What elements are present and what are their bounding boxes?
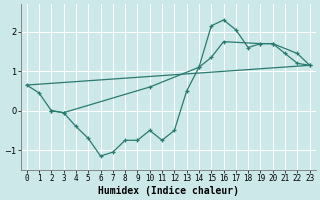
X-axis label: Humidex (Indice chaleur): Humidex (Indice chaleur) — [98, 186, 239, 196]
